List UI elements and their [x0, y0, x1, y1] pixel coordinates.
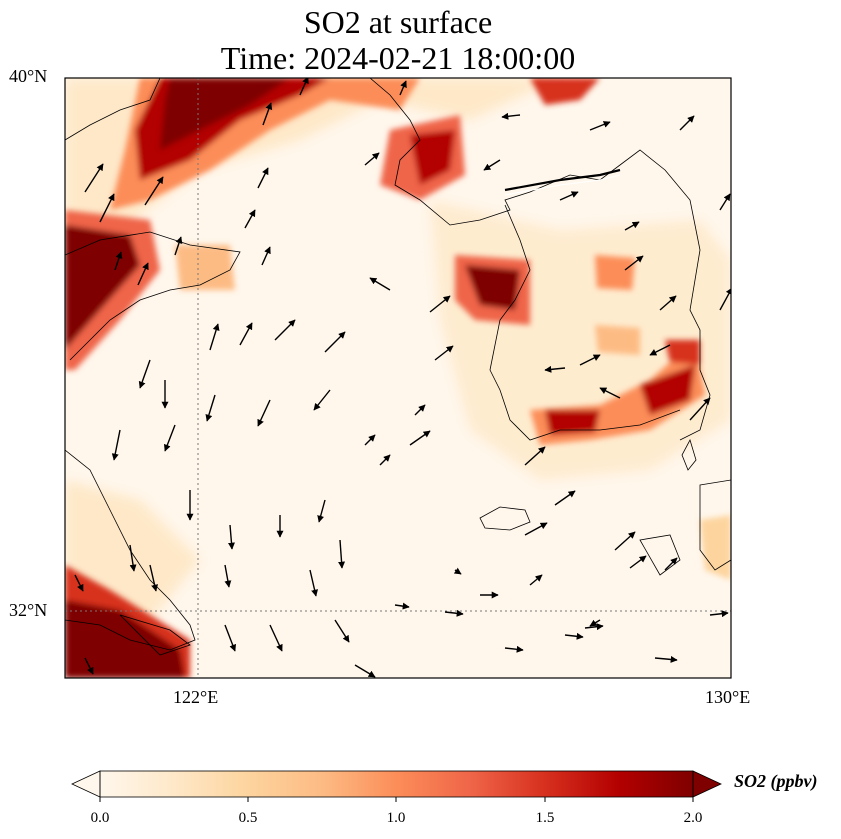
wind-arrow: [84, 163, 104, 193]
wind-arrow: [394, 602, 410, 610]
wind-arrow: [664, 557, 678, 571]
wind-arrow: [709, 610, 729, 618]
wind-arrow: [453, 567, 462, 575]
wind-arrow: [174, 236, 183, 256]
wind-arrow: [504, 645, 524, 653]
wind-arrow: [599, 387, 621, 399]
wind-vectors: [74, 78, 731, 678]
wind-arrow: [137, 262, 149, 286]
wind-arrow: [434, 345, 454, 361]
colorbar: [71, 770, 722, 802]
wind-arrow: [584, 623, 604, 631]
wind-arrow: [138, 359, 151, 389]
wind-arrow: [483, 159, 501, 171]
wind-arrow: [209, 323, 220, 351]
wind-arrow: [529, 574, 543, 586]
wind-arrow: [654, 655, 678, 663]
wind-arrow: [269, 624, 283, 652]
wind-arrow: [614, 531, 636, 551]
wind-arrow: [589, 121, 611, 131]
lat-label-40n: 40°N: [9, 66, 48, 86]
colorbar-extend-max: [692, 770, 722, 798]
colorbar-extend-min: [71, 770, 101, 798]
wind-arrow: [257, 399, 271, 427]
wind-arrow: [624, 221, 640, 231]
wind-arrow: [239, 322, 253, 346]
wind-arrow: [299, 78, 309, 96]
wind-arrow: [679, 115, 695, 131]
wind-arrow: [554, 490, 576, 506]
wind-arrow: [324, 331, 346, 353]
wind-arrow: [163, 424, 176, 452]
wind-arrow: [257, 167, 269, 189]
wind-arrow: [334, 619, 350, 643]
wind-arrow: [205, 394, 216, 422]
wind-arrow: [224, 624, 237, 652]
lon-label-130e: 130°E: [705, 687, 751, 707]
wind-arrow: [99, 193, 115, 223]
wind-arrow: [524, 522, 548, 536]
map-frame: [64, 77, 732, 679]
map-title: SO2 at surface: [303, 4, 493, 40]
wind-arrow: [144, 176, 164, 206]
wind-arrow: [224, 564, 232, 588]
wind-arrow: [689, 397, 711, 421]
colorbar-tick-3: 1.5: [535, 810, 555, 826]
wind-arrow: [227, 524, 235, 550]
wind-arrow: [429, 295, 451, 313]
wind-arrow: [624, 255, 644, 271]
wind-arrow: [84, 657, 94, 675]
wind-arrow: [589, 619, 601, 627]
wind-arrow: [379, 454, 391, 466]
wind-arrow: [409, 430, 431, 446]
wind-arrow: [313, 389, 331, 411]
map-subtitle-time: Time: 2024-02-21 18:00:00: [220, 40, 576, 76]
wind-arrow: [659, 295, 677, 311]
wind-arrow: [317, 499, 326, 523]
wind-arrow: [629, 555, 647, 569]
wind-arrow: [399, 80, 407, 96]
colorbar-tick-0: 0.0: [90, 810, 110, 826]
wind-arrow: [364, 152, 380, 166]
wind-arrow: [544, 365, 566, 373]
wind-arrow: [274, 319, 296, 341]
wind-arrow: [564, 632, 584, 640]
lon-label-122e: 122°E: [173, 687, 219, 707]
wind-arrow: [414, 404, 426, 416]
wind-arrow: [111, 429, 121, 461]
wind-arrow: [719, 193, 731, 211]
coastlines: [65, 78, 731, 656]
so2-field: [65, 78, 731, 678]
gridlines: [65, 78, 731, 678]
wind-arrow: [244, 209, 256, 229]
wind-arrow: [74, 574, 84, 592]
wind-arrow: [149, 564, 158, 592]
wind-arrow: [369, 277, 391, 291]
wind-arrow: [338, 539, 346, 569]
wind-arrow: [444, 609, 464, 617]
colorbar-label: SO2 (ppbv): [734, 771, 818, 791]
wind-arrow: [364, 434, 376, 446]
wind-arrow: [501, 112, 521, 120]
colorbar-tick-2: 1.0: [386, 810, 406, 826]
wind-arrow: [524, 446, 546, 466]
wind-arrow: [262, 102, 273, 126]
colorbar-tick-1: 0.5: [238, 810, 258, 826]
colorbar-tick-4: 2.0: [683, 810, 703, 826]
wind-arrow: [309, 569, 318, 597]
wind-arrow: [719, 287, 731, 311]
wind-arrow: [114, 251, 123, 271]
wind-arrow: [261, 246, 271, 266]
wind-arrow: [579, 354, 601, 366]
lat-label-32n: 32°N: [9, 600, 48, 620]
wind-arrow: [129, 544, 137, 572]
wind-arrow: [649, 344, 671, 356]
wind-arrow: [354, 664, 376, 678]
wind-arrow: [559, 191, 579, 201]
